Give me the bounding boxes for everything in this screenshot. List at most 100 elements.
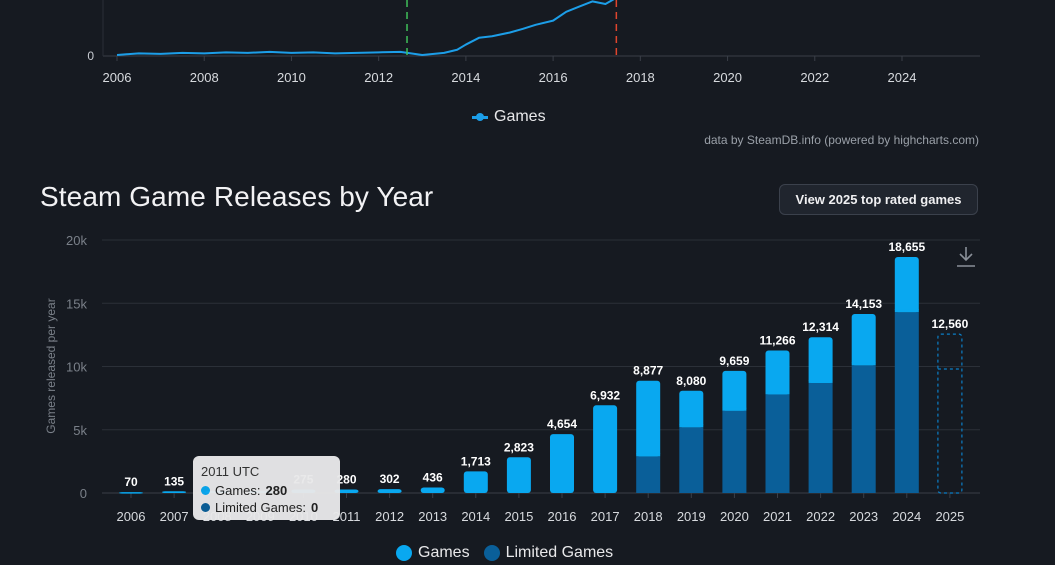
bar-value-label: 12,560 (932, 317, 969, 331)
page-title: Steam Game Releases by Year (40, 181, 434, 212)
bar-x-tick-label: 2015 (504, 509, 533, 524)
bar-x-tick-label: 2014 (461, 509, 490, 524)
bar-x-tick-label: 2025 (935, 509, 964, 524)
bar-games-join-2019 (679, 424, 704, 428)
bar-x-tick-label: 2020 (720, 509, 749, 524)
y-axis-title: Games released per year (44, 298, 58, 433)
bar-value-label: 135 (164, 474, 184, 488)
bar-x-tick-label: 2013 (418, 509, 447, 524)
download-icon[interactable] (955, 245, 977, 269)
bar-value-label: 11,266 (759, 333, 795, 347)
bar-games-join-2018 (636, 453, 661, 457)
bar-games-2022 (808, 337, 833, 383)
legend-item-games[interactable]: Games (396, 544, 470, 562)
bar-x-tick-label: 2023 (849, 509, 878, 524)
bar-games-2015 (506, 457, 531, 493)
bar-value-label: 1,713 (461, 454, 491, 468)
tooltip-limited-value: 0 (311, 500, 319, 515)
bar-tooltip: 2011 UTC Games: 280 Limited Games: 0 (193, 456, 340, 520)
top-legend-games[interactable]: Games (472, 106, 546, 128)
bar-limited-2022 (808, 382, 833, 493)
tooltip-row-limited: Limited Games: 0 (201, 499, 332, 516)
top-x-tick-label: 2010 (277, 70, 306, 85)
top-rated-games-button[interactable]: View 2025 top rated games (779, 184, 978, 215)
bar-projected-2025 (937, 333, 963, 494)
bar-value-label: 18,655 (888, 240, 925, 254)
top-x-tick-label: 2012 (364, 70, 393, 85)
bar-value-label: 8,080 (676, 374, 706, 388)
tooltip-row-games: Games: 280 (201, 482, 332, 499)
bar-games-join-2022 (808, 379, 833, 383)
bar-limited-2023 (851, 365, 876, 493)
bar-games-2016 (550, 434, 574, 493)
limited-dot-icon (201, 503, 210, 512)
bar-x-tick-label: 2019 (677, 509, 706, 524)
games-series-line (116, 0, 615, 56)
bar-games-2023 (851, 313, 876, 366)
bar-y-tick-label: 5k (73, 423, 87, 438)
top-x-tick-label: 2006 (103, 70, 132, 85)
top-x-tick-label: 2016 (539, 70, 568, 85)
bar-legend: Games Limited Games (396, 541, 613, 565)
legend-limited-label: Limited Games (505, 544, 614, 561)
line-swatch-icon (472, 112, 488, 121)
bar-games-join-2021 (765, 391, 790, 395)
bar-limited-2021 (765, 394, 790, 493)
top-x-tick-label: 2008 (190, 70, 219, 85)
bar-limited-2019 (679, 427, 704, 493)
bar-games-2020 (722, 370, 747, 411)
bar-games-2017 (593, 405, 618, 493)
bar-x-tick-label: 2017 (591, 509, 620, 524)
bar-value-label: 8,877 (633, 364, 663, 378)
legend-item-limited[interactable]: Limited Games (483, 544, 614, 562)
bar-x-tick-label: 2021 (763, 509, 792, 524)
bar-games-2006 (119, 492, 143, 494)
bar-value-label: 302 (380, 472, 400, 486)
bar-games-2024 (894, 257, 919, 313)
bar-value-label: 280 (336, 472, 356, 486)
tooltip-title: 2011 UTC (201, 464, 260, 479)
bar-games-2021 (765, 350, 790, 395)
bar-games-2007 (162, 491, 187, 493)
bar-limited-2020 (722, 410, 747, 493)
bar-value-label: 436 (423, 470, 443, 484)
bar-y-tick-label: 10k (66, 360, 87, 375)
top-line-chart: 0 2006 2008 2010 2012 2014 2016 2018 2020 2022 202… (87, 0, 980, 85)
top-x-tick-label: 2014 (451, 70, 480, 85)
bar-y-tick-label: 20k (66, 233, 87, 248)
top-x-tick-label: 2022 (800, 70, 829, 85)
bar-games-2012 (377, 489, 402, 493)
bar-limited-2024 (894, 312, 919, 493)
bar-limited-2018 (636, 456, 661, 493)
bar-games-2013 (420, 487, 445, 493)
games-dot-icon (201, 486, 210, 495)
bar-x-tick-label: 2022 (806, 509, 835, 524)
bar-y-tick-label: 0 (80, 486, 87, 501)
bar-value-label: 12,314 (802, 320, 839, 334)
bar-games-2014 (463, 471, 488, 493)
bar-x-tick-label: 2016 (548, 509, 577, 524)
bar-x-tick-label: 2012 (375, 509, 404, 524)
top-y-tick-label: 0 (87, 49, 94, 63)
bar-games-2018 (636, 380, 661, 457)
top-legend-label: Games (494, 108, 546, 125)
bar-x-tick-label: 2006 (117, 509, 146, 524)
bar-x-tick-label: 2018 (634, 509, 663, 524)
bar-x-tick-label: 2007 (160, 509, 189, 524)
bar-value-label: 70 (124, 475, 138, 489)
tooltip-games-value: 280 (265, 483, 288, 498)
top-x-tick-label: 2024 (888, 70, 917, 85)
bar-y-tick-label: 15k (66, 296, 87, 311)
bar-value-label: 2,823 (504, 440, 534, 454)
bar-x-tick-label: 2024 (892, 509, 921, 524)
legend-games-label: Games (418, 544, 470, 561)
bar-games-join-2024 (894, 309, 919, 313)
bar-games-join-2020 (722, 407, 747, 411)
bar-value-label: 9,659 (719, 354, 749, 368)
limited-legend-icon (483, 545, 500, 561)
top-x-tick-label: 2018 (626, 70, 655, 85)
chart-credit[interactable]: data by SteamDB.info (powered by highcha… (704, 133, 979, 147)
top-x-tick-label: 2020 (713, 70, 742, 85)
bar-value-label: 6,932 (590, 388, 620, 402)
